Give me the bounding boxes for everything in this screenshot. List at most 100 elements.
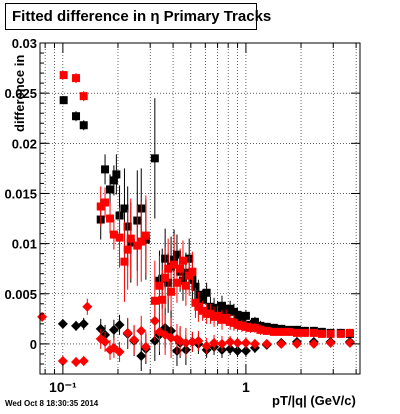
data-point-square xyxy=(106,185,115,194)
data-point-square xyxy=(256,325,265,334)
y-tick-label: 0.015 xyxy=(4,186,37,201)
data-point-diamond xyxy=(57,355,68,366)
data-point-square xyxy=(164,264,173,273)
data-point-diamond xyxy=(344,337,355,348)
data-point-square xyxy=(158,295,167,304)
data-point-diamond xyxy=(100,336,111,347)
data-point-square xyxy=(237,313,246,322)
data-point-square xyxy=(161,273,170,282)
data-point-diamond xyxy=(57,318,68,329)
data-point-square xyxy=(241,311,250,320)
y-tick-label: 0 xyxy=(30,337,37,352)
data-point-square xyxy=(202,288,211,297)
data-point-square xyxy=(120,257,129,266)
data-point-square xyxy=(120,204,129,213)
data-point-square xyxy=(170,260,179,269)
data-point-diamond xyxy=(201,340,212,351)
data-point-square xyxy=(109,230,118,239)
data-point-square xyxy=(101,165,110,174)
data-point-diamond xyxy=(209,337,220,348)
data-point-square xyxy=(191,282,200,291)
data-point-square xyxy=(72,74,81,83)
data-point-square xyxy=(59,71,68,80)
data-point-square xyxy=(336,329,345,338)
data-point-square xyxy=(222,313,231,322)
data-point-square xyxy=(262,326,271,335)
data-point-square xyxy=(217,301,226,310)
axes: 0 0.005 0.01 0.015 0.02 0.025 0.03 10⁻¹ 1 xyxy=(4,36,361,395)
data-point-diamond xyxy=(216,338,227,349)
y-tick-label: 0.02 xyxy=(12,136,37,151)
data-point-square xyxy=(96,202,105,211)
chart-title: Fitted difference in η Primary Tracks xyxy=(5,3,271,30)
x-axis-label: pT/|q| (GeV/c) xyxy=(272,393,356,408)
data-point-square xyxy=(181,281,190,290)
timestamp-footer: Wed Oct 8 18:30:35 2014 xyxy=(5,399,99,408)
data-point-diamond xyxy=(136,350,147,361)
data-point-diamond xyxy=(71,320,82,331)
data-point-square xyxy=(133,241,142,250)
data-points xyxy=(37,71,355,371)
data-point-diamond xyxy=(276,338,287,349)
data-point-square xyxy=(150,154,159,163)
data-point-square xyxy=(112,170,121,179)
data-point-diamond xyxy=(240,345,251,356)
data-point-square xyxy=(59,96,68,105)
data-point-square xyxy=(241,322,250,331)
data-point-square xyxy=(167,287,176,296)
data-point-diamond xyxy=(325,337,336,348)
data-point-diamond xyxy=(122,327,133,338)
data-point-square xyxy=(126,234,135,243)
plot-frame xyxy=(39,42,361,375)
data-point-square xyxy=(191,298,200,307)
y-tick-label: 0.03 xyxy=(12,36,37,51)
data-point-diamond xyxy=(108,324,119,335)
data-point-square xyxy=(106,214,115,223)
data-point-square xyxy=(141,231,150,240)
data-point-square xyxy=(300,328,309,337)
y-tick-label: 0.025 xyxy=(4,86,37,101)
data-point-diamond xyxy=(114,346,125,357)
data-point-square xyxy=(246,323,255,332)
data-point-square xyxy=(317,329,326,338)
data-point-diamond xyxy=(136,325,147,336)
data-point-square xyxy=(188,267,197,276)
data-point-square xyxy=(213,311,222,320)
data-point-diamond xyxy=(140,341,151,352)
data-point-square xyxy=(326,329,335,338)
data-point-square xyxy=(285,327,294,336)
data-point-square xyxy=(172,250,181,259)
data-point-square xyxy=(269,327,278,336)
data-point-square xyxy=(155,281,164,290)
data-point-diamond xyxy=(225,336,236,347)
data-point-diamond xyxy=(261,338,272,349)
data-point-diamond xyxy=(82,301,93,312)
data-point-diamond xyxy=(249,338,260,349)
data-point-square xyxy=(345,328,354,337)
data-point-square xyxy=(123,245,132,254)
data-point-diamond xyxy=(149,315,160,326)
data-point-diamond xyxy=(308,338,319,349)
data-point-square xyxy=(79,92,88,101)
data-point-square xyxy=(233,320,242,329)
y-tick-label: 0.01 xyxy=(12,237,37,252)
data-point-square xyxy=(198,295,207,304)
data-point-diamond xyxy=(232,337,243,348)
data-point-diamond xyxy=(129,334,140,345)
data-point-square xyxy=(137,237,146,246)
data-point-square xyxy=(233,310,242,319)
data-point-square xyxy=(185,271,194,280)
data-point-diamond xyxy=(78,318,89,329)
data-point-square xyxy=(115,233,124,242)
data-point-square xyxy=(250,317,259,326)
data-point-square xyxy=(172,278,181,287)
x-tick-label: 1 xyxy=(242,379,250,395)
data-point-square xyxy=(237,321,246,330)
data-point-diamond xyxy=(114,319,125,330)
data-point-diamond xyxy=(180,337,191,348)
data-point-square xyxy=(178,256,187,265)
data-point-square xyxy=(292,328,301,337)
data-point-square xyxy=(198,306,207,315)
data-point-square xyxy=(79,121,88,130)
